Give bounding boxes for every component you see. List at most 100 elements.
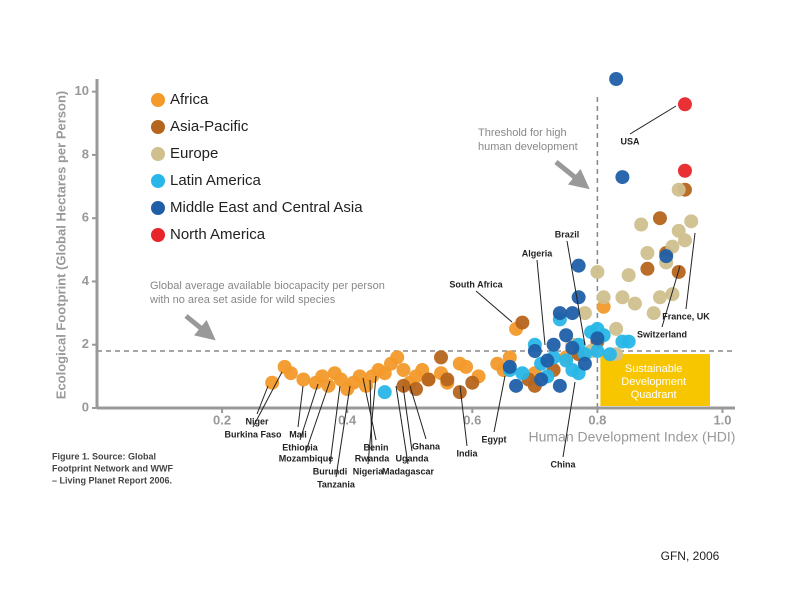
country-label: Ethiopia [282, 442, 318, 452]
point [540, 353, 555, 368]
point [552, 306, 567, 321]
leader-line [562, 381, 576, 458]
point [571, 290, 586, 305]
point [677, 163, 692, 178]
leader-line [297, 385, 304, 428]
point [615, 290, 630, 305]
leader-line [335, 385, 351, 478]
country-label: Ghana [412, 441, 441, 451]
legend-swatch [151, 93, 165, 107]
point [452, 385, 467, 400]
caption: Figure 1. Source: Global [52, 451, 156, 461]
point [590, 331, 605, 346]
point [677, 233, 692, 248]
country-label: Niger [245, 416, 269, 426]
x-tick-label: 0.8 [588, 412, 606, 427]
country-label: Tanzania [317, 479, 356, 489]
point [296, 372, 311, 387]
point [621, 334, 636, 349]
point [546, 337, 561, 352]
x-axis-label: Human Development Index (HDI) [529, 429, 736, 445]
x-tick-label: 0.4 [338, 412, 357, 427]
point [621, 268, 636, 283]
country-label: Brazil [555, 229, 580, 239]
point [615, 170, 630, 185]
y-tick-label: 2 [82, 336, 89, 351]
biocapacity-annotation: Global average available biocapacity per… [150, 280, 385, 292]
y-axis-label: Ecological Footprint (Global Hectares pe… [53, 91, 68, 399]
point [421, 372, 436, 387]
point [434, 350, 449, 365]
point [565, 340, 580, 355]
sustainable-quadrant [600, 354, 710, 406]
country-label: Mozambique [279, 453, 334, 463]
country-label: Egypt [481, 434, 506, 444]
leader-line [459, 385, 468, 447]
leader-line [299, 383, 319, 441]
y-tick-label: 4 [82, 273, 90, 288]
legend-swatch [151, 174, 165, 188]
point [534, 372, 549, 387]
quadrant-label: Development [621, 376, 686, 388]
country-label: Benin [363, 442, 388, 452]
country-label: USA [620, 136, 640, 146]
y-tick-label: 0 [82, 399, 89, 414]
point [552, 378, 567, 393]
point [659, 249, 674, 264]
caption: – Living Planet Report 2006. [52, 475, 172, 485]
leader-line [329, 385, 341, 465]
point [577, 306, 592, 321]
point [265, 375, 280, 390]
point [390, 350, 405, 365]
country-label: Burundi [313, 466, 348, 476]
x-tick-label: 1.0 [713, 412, 731, 427]
leader-line [395, 385, 409, 465]
point [640, 245, 655, 260]
point [596, 290, 611, 305]
point [440, 372, 455, 387]
point [602, 347, 617, 362]
point [515, 366, 530, 381]
y-tick-label: 8 [82, 146, 89, 161]
legend-label: Asia-Pacific [170, 118, 249, 135]
leader-line [475, 290, 513, 323]
leader-line [362, 377, 377, 441]
point [609, 321, 624, 336]
point [609, 72, 624, 86]
point [634, 217, 649, 232]
legend-swatch [151, 120, 165, 134]
legend-swatch [151, 147, 165, 161]
point [665, 287, 680, 302]
leader-line [402, 385, 413, 452]
country-label: Nigeria [353, 466, 385, 476]
point [677, 97, 692, 112]
leader-line [252, 371, 283, 428]
x-tick-label: 0.6 [463, 412, 481, 427]
y-tick-label: 10 [75, 83, 89, 98]
point [577, 356, 592, 371]
point [515, 315, 530, 330]
point [527, 344, 542, 359]
point [652, 290, 667, 305]
country-label: Algeria [522, 248, 554, 258]
point [559, 328, 574, 343]
point [283, 366, 298, 381]
point [509, 378, 524, 393]
leader-line [661, 265, 681, 328]
country-label: South Africa [449, 279, 503, 289]
point [671, 182, 686, 197]
quadrant-label: Quadrant [631, 389, 677, 401]
country-label: Mali [289, 429, 307, 439]
country-label: Burkina Faso [224, 429, 282, 439]
country-label: India [456, 448, 478, 458]
point [571, 258, 586, 273]
legend-label: Middle East and Central Asia [170, 199, 363, 216]
point [640, 261, 655, 276]
quadrant-label: Sustainable [625, 363, 683, 375]
leader-line [409, 385, 427, 440]
point [565, 306, 580, 321]
country-label: China [550, 459, 576, 469]
country-label: France, UK [662, 311, 710, 321]
legend-swatch [151, 201, 165, 215]
point [396, 378, 411, 393]
